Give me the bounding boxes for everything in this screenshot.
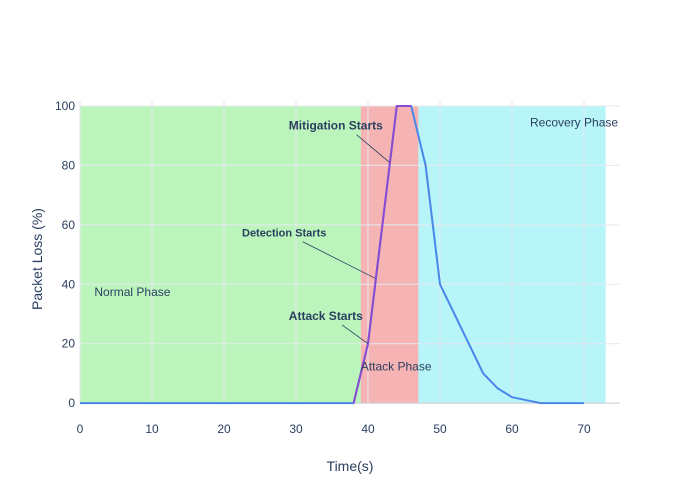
annotation-text-1: Detection Starts: [242, 228, 326, 240]
phase-labels: Normal Phase Attack Phase Recovery Phase: [94, 116, 618, 374]
phase-label-1: Attack Phase: [361, 359, 432, 373]
phase-label-0: Normal Phase: [94, 285, 170, 299]
x-tick-label-1: 10: [145, 422, 159, 436]
y-tick-label-0: 0: [68, 396, 75, 410]
annotations: Attack Starts Detection Starts Mitigation …: [242, 119, 390, 345]
y-tick-label-4: 80: [62, 158, 76, 172]
annotation-text-0: Attack Starts: [289, 309, 363, 323]
y-tick-label-3: 60: [62, 218, 76, 232]
y-tick-label-2: 40: [62, 277, 76, 291]
x-tick-label-2: 20: [217, 422, 231, 436]
x-tick-label-5: 50: [433, 422, 447, 436]
x-tick-label-6: 60: [505, 422, 519, 436]
phase-region-1: [360, 105, 419, 404]
x-axis-title: Time(s): [327, 458, 374, 474]
x-tick-label-0: 0: [77, 422, 84, 436]
series-lines: [80, 104, 584, 405]
y-tick-label-1: 20: [62, 337, 76, 351]
x-tick-label-4: 40: [361, 422, 375, 436]
annotation-arrow-0: [341, 324, 369, 345]
phase-label-2: Recovery Phase: [530, 116, 618, 130]
annotation-text-2: Mitigation Starts: [289, 119, 383, 133]
x-tick-label-3: 30: [289, 422, 303, 436]
annotation-arrow-2: [356, 134, 390, 163]
phase-region-0: [80, 105, 361, 404]
axes: 0 10 20 30 40 50 60 70 0 20 40 60 80 100: [55, 99, 591, 436]
y-tick-label-5: 100: [55, 99, 75, 113]
x-tick-label-7: 70: [577, 422, 591, 436]
y-axis-title: Packet Loss (%): [29, 208, 45, 310]
phase-backgrounds: [80, 105, 606, 404]
annotation-arrow-1: [302, 241, 376, 279]
series-line-attack-segment-0: [352, 104, 412, 404]
